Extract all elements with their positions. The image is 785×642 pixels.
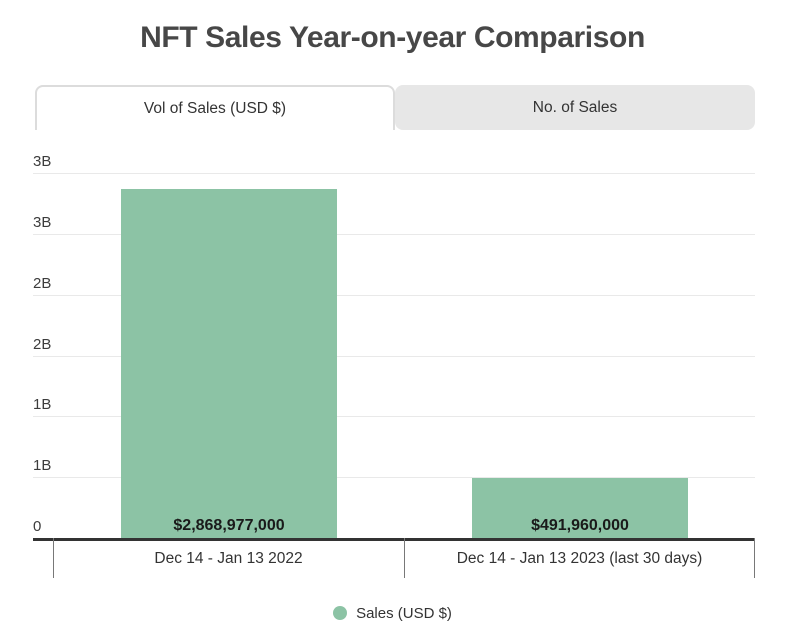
x-axis-tick	[754, 538, 755, 578]
x-axis-line	[33, 538, 755, 541]
bar[interactable]	[121, 189, 337, 538]
gridline	[33, 416, 755, 417]
tab-vol-of-sales-label: Vol of Sales (USD $)	[143, 99, 287, 117]
gridline	[33, 234, 755, 235]
category-label: Dec 14 - Jan 13 2022	[154, 550, 303, 567]
gridline	[33, 173, 755, 174]
tab-no-of-sales-label: No. of Sales	[532, 98, 618, 116]
bar-value-label: $2,868,977,000	[173, 517, 285, 534]
chart-legend: Sales (USD $)	[0, 602, 785, 624]
y-axis-label: 2B	[33, 275, 52, 292]
legend-series-label: Sales (USD $)	[356, 604, 452, 622]
bar[interactable]	[472, 478, 688, 538]
y-axis-label: 0	[33, 518, 42, 535]
category-label: Dec 14 - Jan 13 2023 (last 30 days)	[456, 550, 703, 567]
bar-value-label: $491,960,000	[531, 517, 629, 534]
page-title: NFT Sales Year-on-year Comparison	[140, 21, 645, 54]
x-axis-tick	[53, 538, 54, 578]
y-axis-label: 3B	[33, 214, 52, 231]
x-axis-tick	[404, 538, 405, 578]
tab-vol-of-sales[interactable]: Vol of Sales (USD $)	[35, 85, 395, 130]
tab-no-of-sales[interactable]: No. of Sales	[395, 85, 755, 130]
legend-series-dot-icon	[333, 606, 348, 620]
y-axis-label: 3B	[33, 153, 52, 170]
y-axis-label: 1B	[33, 396, 52, 413]
y-axis-label: 1B	[33, 457, 52, 474]
gridline	[33, 477, 755, 478]
y-axis-label: 2B	[33, 336, 52, 353]
gridline	[33, 295, 755, 296]
gridline	[33, 356, 755, 357]
